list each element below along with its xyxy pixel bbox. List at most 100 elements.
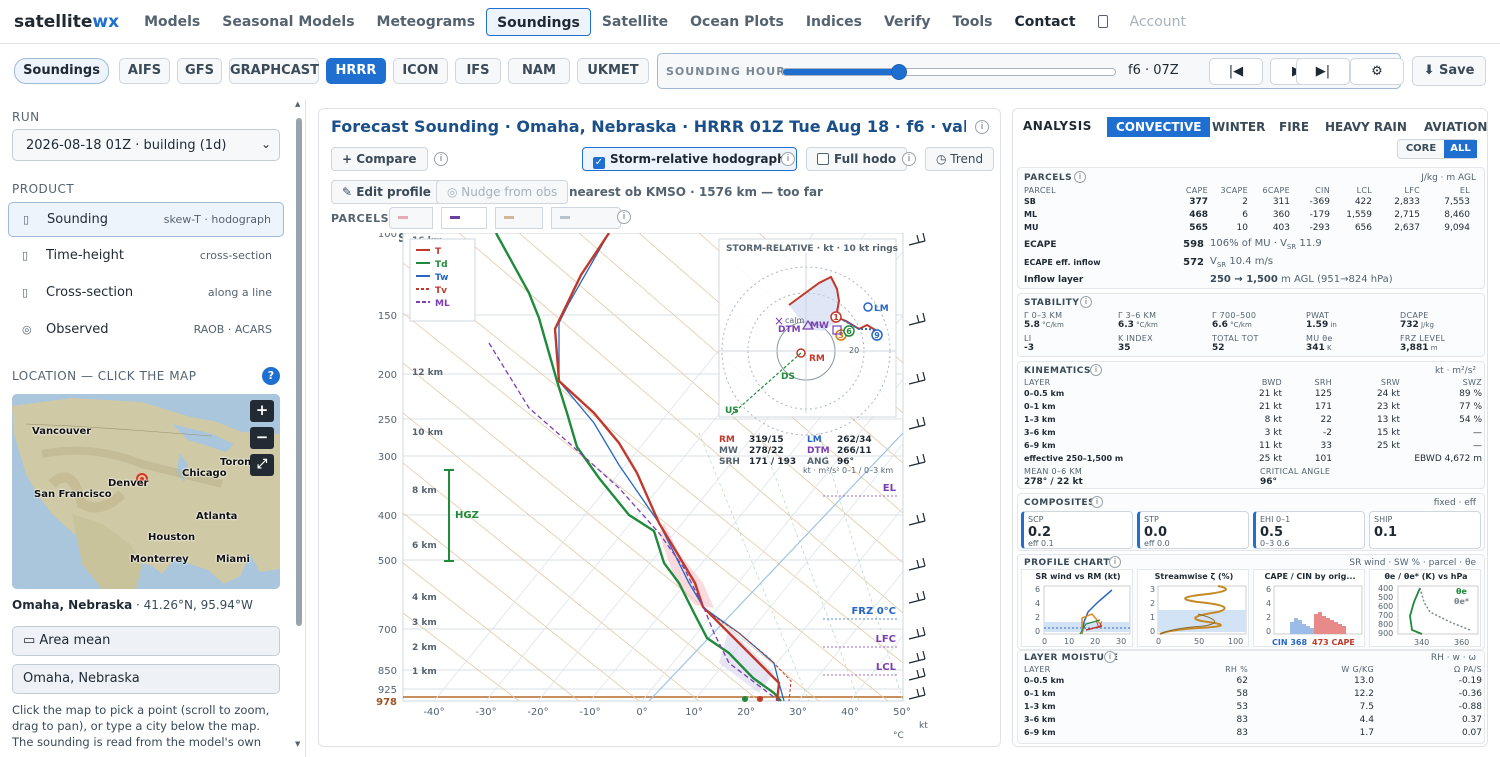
run-select[interactable]: 2026-08-18 01Z · building (1d) ⌄ [12,129,280,161]
nav-models[interactable]: Models [144,13,201,30]
model-chip-ifs[interactable]: IFS [455,58,501,84]
city-input[interactable]: Omaha, Nebraska [12,664,280,694]
kinematics-cell: — [1473,428,1482,438]
kinematics-cell: 22 [1320,415,1332,425]
nav-account[interactable]: Account [1129,13,1187,30]
compare-info-icon[interactable]: i [434,152,448,166]
product-item-cross-section[interactable]: ▯ Cross-section along a line [22,285,272,300]
parcel-toggle-dcape[interactable]: DCAPE [551,207,621,245]
analysis-tab-heavy-rain[interactable]: HEAVY RAIN [1325,120,1407,134]
model-chip-nam[interactable]: NAM [508,58,570,84]
profile-info-icon[interactable]: i [1109,556,1121,568]
legend-entry: Tv [435,286,447,296]
skip-last-button[interactable]: ▶| [1296,58,1350,85]
nav-soundings[interactable]: Soundings [486,7,591,36]
full-hodo-toggle[interactable]: Full hodo [806,147,908,171]
sounding-icon: ▯ [23,213,30,226]
moisture-col-header: Ω PA/S [1453,665,1482,674]
moisture-cell: -0.88 [1458,702,1482,712]
title-info-icon[interactable]: i [975,120,989,134]
stability-value: 52 [1212,343,1225,353]
parcel-toggle-sb[interactable]: SB [389,207,433,245]
parcels-section-info-icon[interactable]: i [1074,171,1086,183]
storm-relative-hodo-toggle[interactable]: ✓ Storm-relative hodograph [582,147,797,171]
hodograph-inset[interactable]: STORM-RELATIVE · kt · 10 kt rings 1 3 6 … [718,238,898,436]
model-chip-ukmet[interactable]: UKMET [577,58,649,84]
kinematics-info-icon[interactable]: i [1090,364,1102,376]
hodo-stat-key: SRH [719,457,740,467]
nav-verify[interactable]: Verify [883,13,931,30]
moon-icon [1097,14,1108,28]
nav-ocean-plots[interactable]: Ocean Plots [690,13,784,30]
analysis-tab-fire[interactable]: FIRE [1279,120,1310,134]
map-label: Houston [148,532,196,543]
product-item-sounding[interactable]: ▯ Sounding skew-T · hodograph [8,202,284,237]
zoom-out-button[interactable]: − [250,427,274,449]
area-mean-toggle[interactable]: ▭ Area mean [12,626,280,656]
svg-text:20: 20 [1090,637,1100,646]
analysis-tab-winter[interactable]: WINTER [1212,120,1266,134]
nav-meteograms[interactable]: Meteograms [376,13,476,30]
model-chip-icon[interactable]: ICON [393,58,448,84]
scrollbar-thumb[interactable] [296,118,302,626]
kinematics-cell: 101 [1314,454,1332,464]
parcel-toggle-mu[interactable]: MU [495,207,543,245]
legend-entry: T [435,247,442,257]
analysis-tab-aviation[interactable]: AVIATION [1424,120,1488,134]
parcels-info-icon[interactable]: i [617,210,631,224]
unit-celsius: °C [893,731,904,741]
level-marker: FRZ 0°C [851,606,896,617]
nav-theme-toggle[interactable] [1087,8,1119,36]
save-button[interactable]: ⬇ Save [1412,56,1486,86]
analysis-tab-convective[interactable]: CONVECTIVE [1107,117,1211,137]
edit-profile-button[interactable]: ✎ Edit profile [331,180,442,204]
zoom-in-button[interactable]: + [250,400,274,422]
moisture-cell: 58 [1236,689,1248,699]
kinematics-cell: 25 kt [1376,441,1400,451]
wetbulb-trace [558,233,785,702]
nav-contact[interactable]: Contact [1014,13,1076,30]
svg-text:600: 600 [1378,602,1393,611]
core-option[interactable]: CORE [1405,143,1437,154]
compare-button[interactable]: + Compare [331,147,428,171]
skip-first-button[interactable]: |◀ [1209,58,1263,85]
composites-info-icon[interactable]: i [1091,496,1103,508]
product-item-time-height[interactable]: ▯ Time-height cross-section [22,248,272,263]
trend-button[interactable]: ◷ Trend [925,147,995,171]
product-item-observed[interactable]: ◎ Observed RAOB · ACARS [22,322,272,337]
selected-location: Omaha, Nebraska · 41.26°N, 95.94°W [12,598,253,612]
all-option[interactable]: ALL [1444,140,1477,158]
soundings-section-chip[interactable]: Soundings [14,58,109,84]
help-icon[interactable]: ? [262,367,280,385]
hour-settings-button[interactable]: ⚙ [1350,58,1404,85]
kinematics-cell: 11 kt [1258,441,1282,451]
svg-text:6: 6 [846,327,852,336]
wind-barb [908,650,926,664]
location-map[interactable]: Vancouver Denver San Francisco Chicago Toron… [12,394,280,589]
legend-entry: ML [435,299,450,309]
stability-info-icon[interactable]: i [1080,296,1092,308]
hodo-info-icon[interactable]: i [781,152,795,166]
brand-logo[interactable]: satellitewx [14,11,120,32]
model-chip-gfs[interactable]: GFS [177,58,222,84]
nav-tools[interactable]: Tools [952,13,993,30]
svg-text:473 CAPE: 473 CAPE [1312,638,1355,647]
kinematics-cell: 24 kt [1376,389,1400,399]
observed-icon: ◎ [22,323,32,336]
nav-indices[interactable]: Indices [805,13,862,30]
left-scrollbar[interactable]: ▲ ▼ [295,100,302,748]
model-chip-aifs[interactable]: AIFS [119,58,170,84]
parcel-toggle-ml[interactable]: ML [441,207,487,245]
nav-seasonal-models[interactable]: Seasonal Models [222,13,355,30]
slider-knob[interactable] [891,64,908,80]
sounding-hour-slider[interactable] [782,64,1116,80]
fullscreen-button[interactable]: ⤢ [250,454,274,476]
kinematics-cell: 0–0.5 km [1024,389,1065,398]
moisture-info-icon[interactable]: i [1104,651,1116,663]
model-chip-hrrr[interactable]: HRRR [326,58,386,84]
parcel-col-header: CIN [1315,186,1330,195]
nav-satellite[interactable]: Satellite [601,13,669,30]
model-chip-graphcast[interactable]: GRAPHCAST [229,58,319,84]
full-hodo-info-icon[interactable]: i [902,152,916,166]
